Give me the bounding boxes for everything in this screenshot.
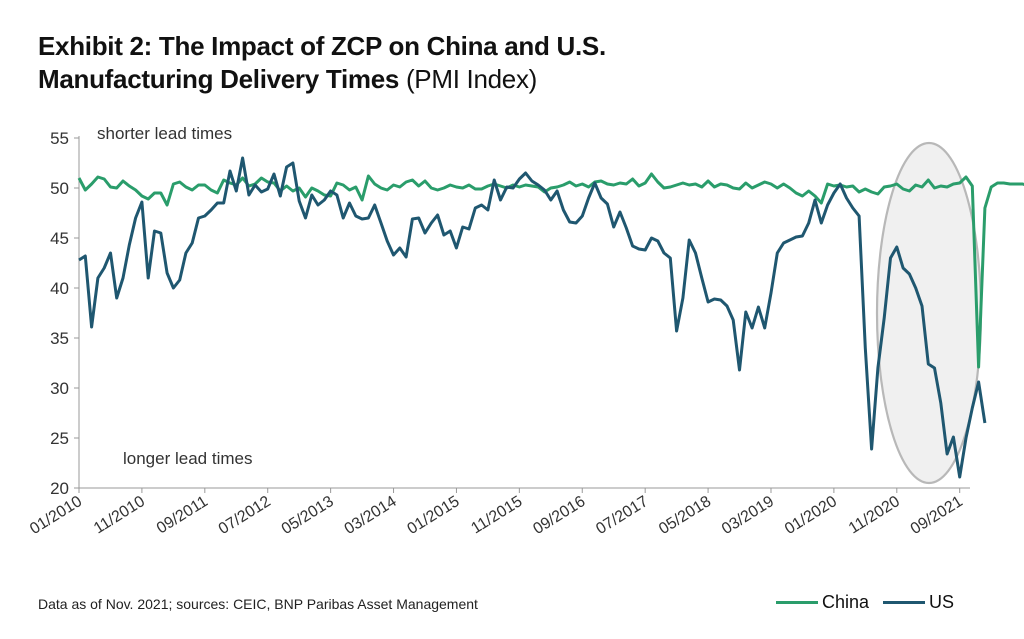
legend-label-china: China <box>821 592 869 612</box>
chart-title: Exhibit 2: The Impact of ZCP on China an… <box>38 30 938 96</box>
y-tick-label: 20 <box>50 479 69 498</box>
x-tick-label: 09/2016 <box>530 493 588 538</box>
legend-swatch-us <box>882 601 925 604</box>
y-tick-label: 40 <box>50 279 69 298</box>
x-axis: 01/2010 11/2010 09/2011 07/2012 05/2013 03/20… <box>27 487 970 538</box>
chart-title-line2: Manufacturing Delivery Times <box>38 64 400 94</box>
series-line-us <box>78 156 987 479</box>
highlight-ellipse <box>875 141 983 485</box>
x-tick-label: 01/2010 <box>27 493 85 538</box>
legend-item-us: US <box>882 592 954 613</box>
series-lines <box>77 156 1024 479</box>
y-tick-label: 35 <box>50 329 69 348</box>
x-tick-label: 07/2017 <box>593 493 651 538</box>
annotation-longer-lead-times: longer lead times <box>123 449 252 468</box>
y-tick-label: 45 <box>50 229 69 248</box>
x-tick-label: 07/2012 <box>216 493 274 538</box>
x-tick-label: 11/2015 <box>468 493 525 537</box>
y-tick-label: 55 <box>50 129 69 148</box>
legend-label-us: US <box>928 592 954 612</box>
y-axis: 20 25 30 35 40 45 50 55 <box>50 129 80 498</box>
y-tick-label: 50 <box>50 179 69 198</box>
x-tick-label: 09/2021 <box>908 493 966 538</box>
x-tick-label: 01/2015 <box>405 493 463 538</box>
x-tick-label: 01/2020 <box>782 493 840 538</box>
legend-item-china: China <box>775 592 869 613</box>
legend: China US <box>762 592 954 613</box>
x-tick-label: 09/2011 <box>154 493 211 537</box>
y-tick-label: 25 <box>50 429 69 448</box>
source-note: Data as of Nov. 2021; sources: CEIC, BNP… <box>38 596 478 612</box>
chart-title-line1: Exhibit 2: The Impact of ZCP on China an… <box>38 31 606 61</box>
x-tick-label: 05/2018 <box>656 493 714 538</box>
x-tick-label: 03/2019 <box>719 493 777 538</box>
x-tick-label: 11/2020 <box>846 493 903 537</box>
y-tick-label: 30 <box>50 379 69 398</box>
annotation-shorter-lead-times: shorter lead times <box>97 124 232 143</box>
x-tick-label: 03/2014 <box>342 493 400 538</box>
x-tick-label: 11/2010 <box>91 493 148 537</box>
legend-swatch-china <box>775 601 818 604</box>
x-tick-label: 05/2013 <box>279 493 337 538</box>
chart-title-unit: (PMI Index) <box>405 64 538 94</box>
